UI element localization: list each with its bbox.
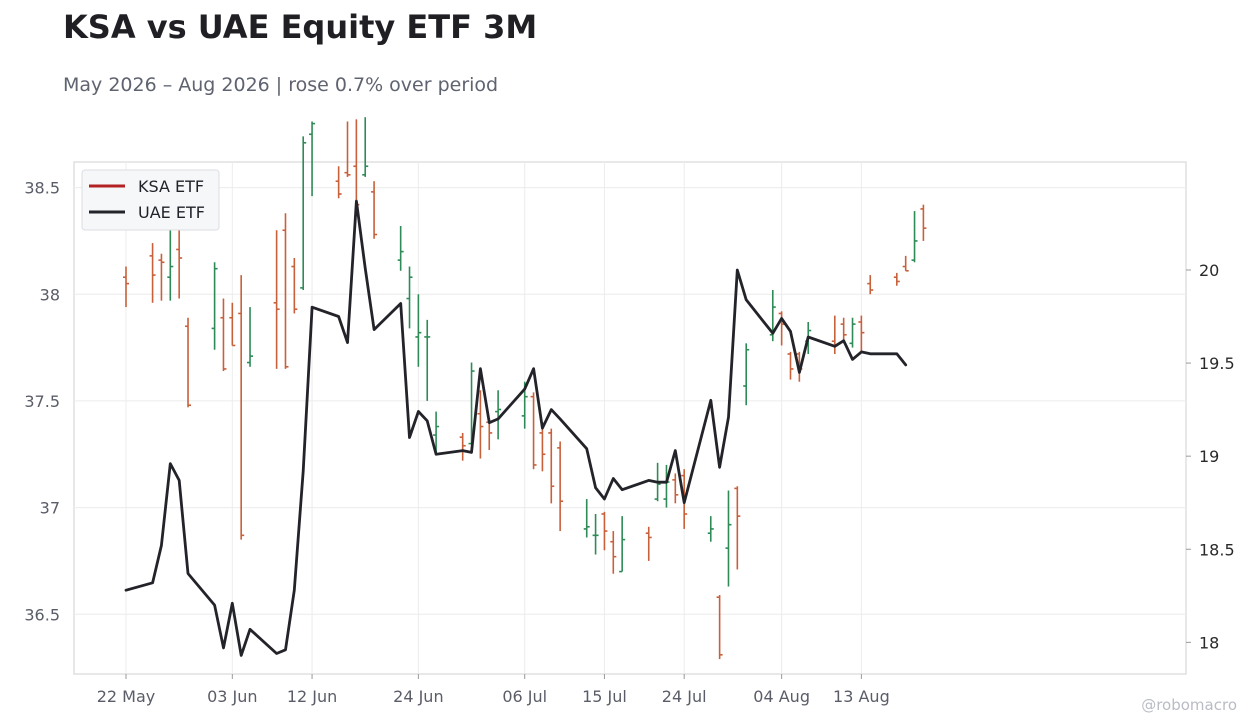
ohlc-bar (716, 595, 723, 660)
ohlc-bar (397, 226, 404, 271)
x-tick-label: 15 Jul (582, 687, 627, 706)
ohlc-bar (149, 243, 156, 303)
y-right-tick-label: 20 (1199, 261, 1219, 280)
ohlc-bar (911, 211, 918, 263)
x-tick-label: 24 Jun (393, 687, 443, 706)
ohlc-bar (849, 317, 856, 348)
ohlc-bar (672, 473, 679, 504)
ohlc-bar (185, 317, 192, 408)
y-axis-right-ticks: 18 18.5 19 19.5 20 (1186, 261, 1235, 652)
y-right-tick-label: 19.5 (1199, 354, 1235, 373)
ohlc-bar (176, 217, 183, 299)
y-right-tick-label: 18.5 (1199, 540, 1235, 559)
ohlc-bar (344, 121, 351, 177)
ohlc-bar (158, 253, 165, 301)
ohlc-bar (273, 230, 280, 369)
chart-subtitle: May 2026 – Aug 2026 | rose 0.7% over per… (63, 74, 499, 96)
ohlc-bar (477, 390, 484, 459)
legend: KSA ETF UAE ETF (81, 169, 220, 231)
x-axis-ticks: 22 May 03 Jun 12 Jun 24 Jun 06 Jul 15 Jul 24 J… (97, 674, 890, 706)
ohlc-bar (167, 217, 174, 301)
ohlc-bar (645, 526, 652, 561)
ohlc-bar (858, 315, 865, 352)
y-left-tick-label: 36.5 (24, 605, 60, 624)
chart-title: KSA vs UAE Equity ETF 3M (63, 8, 538, 46)
ohlc-bar (610, 531, 617, 574)
ohlc-bar (867, 275, 874, 295)
x-tick-label: 04 Aug (753, 687, 810, 706)
ohlc-bar (238, 275, 245, 540)
ohlc-bar (743, 343, 750, 406)
ohlc-bar (300, 136, 307, 290)
x-tick-label: 22 May (97, 687, 156, 706)
ohlc-bar (893, 272, 900, 286)
ohlc-bar (424, 319, 431, 401)
ohlc-bar (530, 392, 537, 470)
ohlc-bar (211, 262, 218, 350)
grid (74, 162, 1186, 674)
ohlc-bar (725, 490, 732, 587)
legend-ksa-label: KSA ETF (138, 177, 204, 196)
y-left-tick-label: 38 (40, 285, 60, 304)
ohlc-bar (902, 255, 909, 272)
ohlc-bar (220, 298, 227, 372)
x-tick-label: 12 Jun (287, 687, 337, 706)
watermark: @robomacro (1141, 696, 1237, 714)
ohlc-bar (548, 428, 555, 504)
y-left-tick-label: 38.5 (24, 179, 60, 198)
ohlc-bar (495, 390, 502, 440)
y-left-tick-label: 37 (40, 499, 60, 518)
x-tick-label: 06 Jul (502, 687, 547, 706)
ohlc-bar (406, 266, 413, 329)
ohlc-bar (415, 294, 422, 367)
y-right-tick-label: 18 (1199, 633, 1219, 652)
ohlc-bar (229, 302, 236, 347)
y-right-tick-label: 19 (1199, 447, 1219, 466)
ohlc-bar (707, 516, 714, 542)
ohlc-bar (335, 166, 342, 199)
ohlc-bar (840, 317, 847, 344)
y-axis-left-ticks: 36.5 37 37.5 38 38.5 (24, 179, 60, 625)
ohlc-bar (433, 411, 440, 455)
ohlc-bar (787, 351, 794, 380)
legend-uae-label: UAE ETF (138, 203, 205, 222)
ohlc-bar (557, 441, 564, 532)
ohlc-bar (920, 204, 927, 241)
ohlc-bar (592, 514, 599, 555)
y-left-tick-label: 37.5 (24, 392, 60, 411)
ohlc-bar (362, 117, 369, 177)
ohlc-bar (123, 266, 129, 308)
ohlc-bar (778, 311, 785, 346)
ohlc-bar (619, 516, 626, 573)
x-tick-label: 03 Jun (207, 687, 257, 706)
ohlc-bar (583, 499, 590, 538)
ohlc-bar (309, 121, 316, 197)
x-tick-label: 13 Aug (833, 687, 890, 706)
x-tick-label: 24 Jul (662, 687, 707, 706)
ohlc-bar (371, 181, 378, 239)
ohlc-bar (831, 315, 838, 354)
ohlc-bar (291, 258, 298, 314)
ohlc-bar (282, 213, 289, 369)
plot-frame (73, 161, 1187, 675)
ohlc-bar (539, 422, 546, 472)
ohlc-bar (734, 486, 741, 570)
ohlc-bar (459, 432, 466, 461)
ohlc-bar (601, 511, 608, 551)
uae-line-series (124, 199, 908, 657)
ohlc-bar (247, 307, 254, 367)
ksa-ohlc-series (123, 117, 927, 660)
